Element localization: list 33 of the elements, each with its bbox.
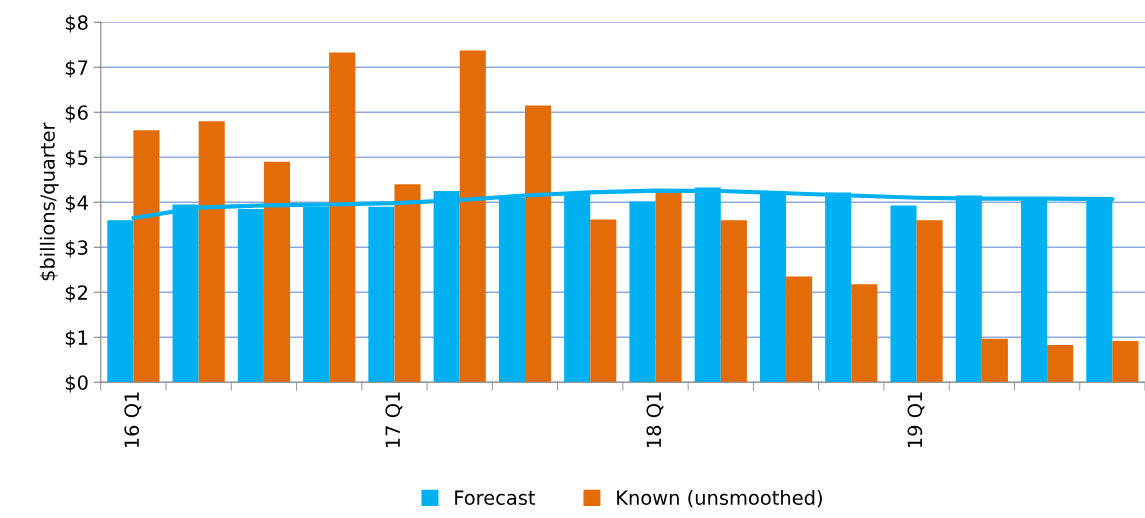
bar [133,130,160,383]
y-tick-label: $6 [65,104,88,123]
y-tick-label: $0 [65,374,88,393]
y-tick-label: $1 [65,329,88,348]
bar [524,105,552,383]
bar [851,284,878,383]
bar [263,161,291,383]
x-tick-label: 17 Q1 [385,392,403,448]
bar [198,121,225,383]
y-axis-title: $billions/quarter [39,122,59,281]
x-tick-label: 19 Q1 [907,392,925,448]
bar [981,338,1008,383]
bar [1047,344,1074,383]
legend-label: Forecast [455,490,536,506]
x-tick-label: 18 Q1 [646,392,664,448]
y-tick-label: $8 [65,14,88,33]
bar [916,220,943,383]
bar [590,219,617,383]
bar [329,52,356,383]
y-tick-label: $4 [65,194,88,213]
y-tick-label: $3 [65,239,88,258]
bar [720,220,747,383]
y-tick-label: $5 [65,149,88,168]
bar [629,201,656,383]
bar [786,276,813,383]
bar [459,50,486,383]
bar [890,205,917,383]
y-tick-label: $7 [65,59,88,78]
y-tick-label: $2 [65,284,88,303]
bar [1112,340,1139,383]
bar [394,184,421,383]
legend-label: Known (unsmoothed) [617,489,822,508]
x-tick-label: 16 Q1 [124,392,142,448]
